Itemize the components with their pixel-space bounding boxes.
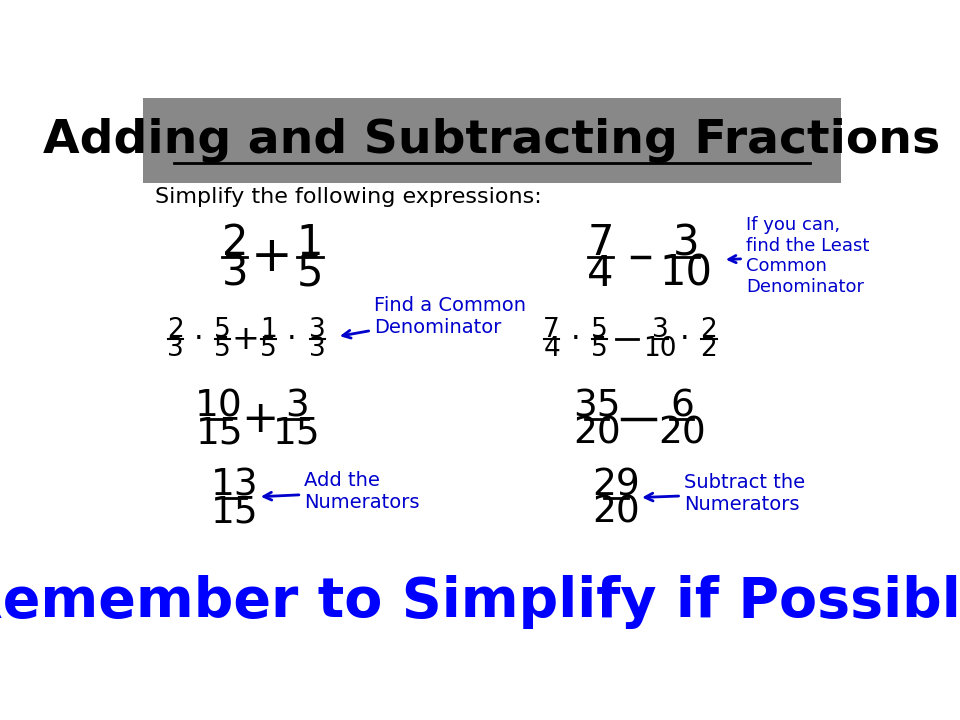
Text: 5: 5	[297, 253, 324, 294]
Text: 2: 2	[701, 336, 717, 362]
Text: 7: 7	[588, 222, 613, 264]
Text: 4: 4	[588, 253, 613, 294]
Text: 7: 7	[543, 318, 560, 343]
Text: 20: 20	[658, 415, 706, 451]
Text: 1: 1	[260, 318, 277, 343]
Text: ·: ·	[194, 325, 204, 354]
Text: 3: 3	[652, 318, 668, 343]
Text: 3: 3	[222, 253, 248, 294]
Text: 35: 35	[573, 389, 620, 425]
Text: 10: 10	[660, 253, 712, 294]
Text: 3: 3	[309, 318, 326, 343]
Text: 15: 15	[273, 415, 321, 451]
Text: 5: 5	[260, 336, 277, 362]
Text: 1: 1	[297, 222, 324, 264]
Text: 5: 5	[591, 318, 608, 343]
Text: Simplify the following expressions:: Simplify the following expressions:	[155, 186, 541, 207]
Text: 5: 5	[214, 336, 230, 362]
Text: Find a Common
Denominator: Find a Common Denominator	[343, 296, 526, 338]
Text: 20: 20	[573, 415, 620, 451]
Text: Add the
Numerators: Add the Numerators	[264, 472, 420, 513]
Text: +: +	[251, 233, 293, 282]
Text: 5: 5	[214, 318, 230, 343]
Text: 20: 20	[592, 495, 640, 531]
Text: ·: ·	[287, 325, 297, 354]
Text: ·: ·	[681, 325, 690, 354]
Text: 5: 5	[591, 336, 608, 362]
Text: 3: 3	[167, 336, 184, 362]
Text: If you can,
find the Least
Common
Denominator: If you can, find the Least Common Denomi…	[729, 216, 870, 296]
Text: Adding and Subtracting Fractions: Adding and Subtracting Fractions	[43, 118, 941, 163]
Text: 15: 15	[211, 495, 258, 531]
Text: +: +	[231, 323, 259, 356]
Text: 3: 3	[285, 389, 308, 425]
Text: 15: 15	[196, 415, 243, 451]
Text: 3: 3	[672, 222, 699, 264]
Text: 10: 10	[643, 336, 677, 362]
Text: 2: 2	[701, 318, 717, 343]
Text: 4: 4	[543, 336, 560, 362]
FancyBboxPatch shape	[143, 98, 841, 183]
Text: 10: 10	[195, 389, 243, 425]
Text: 2: 2	[222, 222, 248, 264]
Text: Remember to Simplify if Possible!: Remember to Simplify if Possible!	[0, 575, 960, 629]
Text: +: +	[241, 397, 278, 441]
Text: ·: ·	[571, 325, 581, 354]
Text: 6: 6	[670, 389, 694, 425]
Text: 3: 3	[309, 336, 326, 362]
Text: 13: 13	[211, 468, 258, 504]
Text: Subtract the
Numerators: Subtract the Numerators	[645, 473, 805, 514]
Text: 29: 29	[592, 468, 640, 504]
Text: 2: 2	[167, 318, 184, 343]
